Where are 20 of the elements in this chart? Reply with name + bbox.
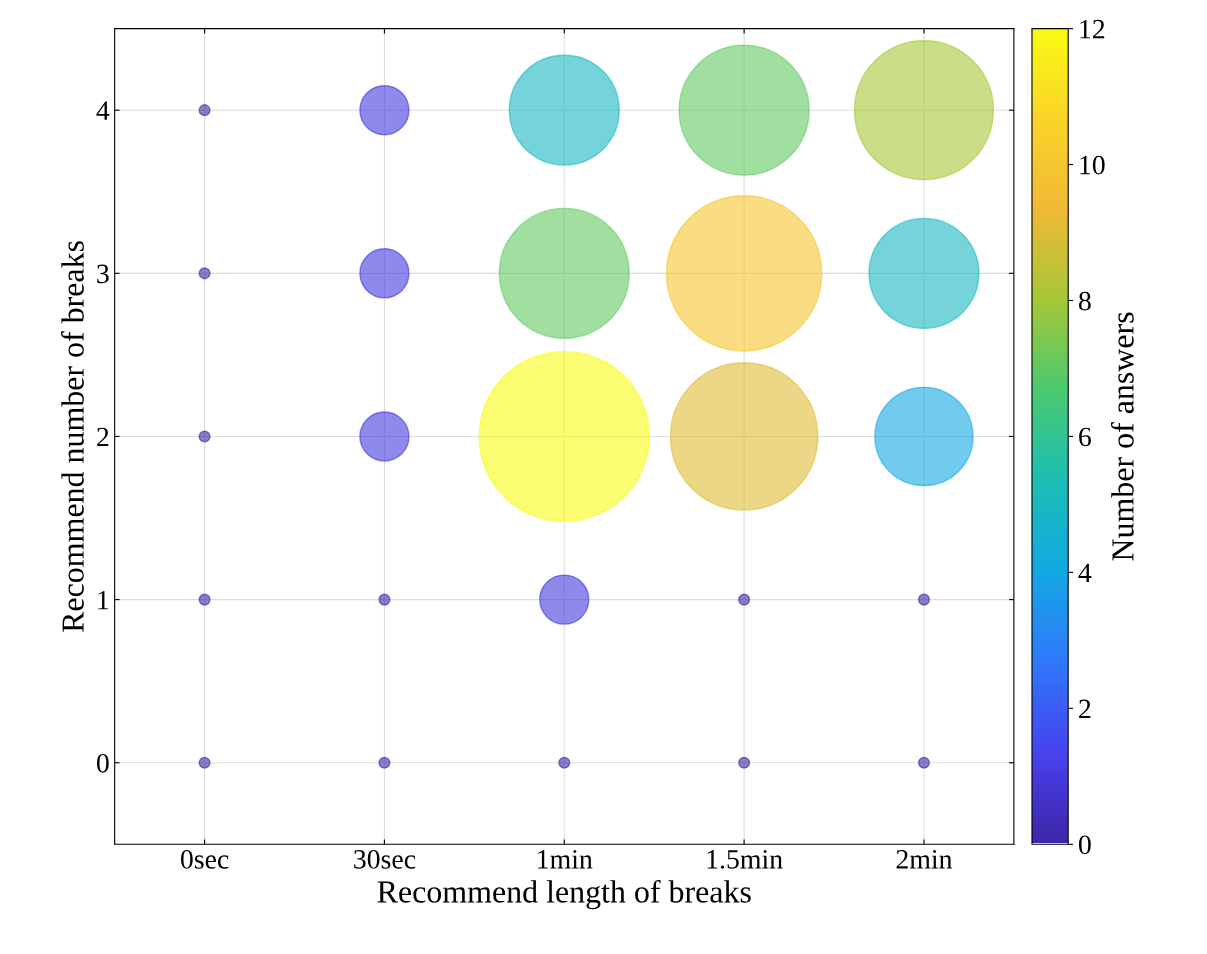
y-tick-label: 1 bbox=[98, 590, 109, 610]
color-bar-label: 6 bbox=[1079, 427, 1091, 447]
color-bar-label: 4 bbox=[1078, 563, 1092, 583]
x-tick-label: 1.5min bbox=[707, 850, 783, 869]
color-bar-label: 12 bbox=[1080, 19, 1105, 39]
y-tick-label: 4 bbox=[96, 101, 110, 120]
x-tick-label: 2min bbox=[896, 850, 953, 869]
color-bar-title: Number of answers bbox=[1110, 312, 1134, 561]
y-axis-title: Recommend number of breaks bbox=[61, 241, 84, 633]
y-tick-label: 3 bbox=[97, 264, 109, 284]
color-bar-label: 10 bbox=[1080, 155, 1105, 175]
x-axis-title: Recommend length of breaks bbox=[377, 879, 751, 910]
color-bar-label: 0 bbox=[1078, 835, 1091, 855]
x-tick-label: 1min bbox=[538, 850, 593, 869]
y-tick-label: 0 bbox=[96, 753, 109, 773]
x-tick-label: 0sec bbox=[180, 849, 229, 869]
color-bar-label: 8 bbox=[1078, 291, 1091, 311]
color-bar-label: 2 bbox=[1079, 699, 1091, 718]
x-tick-label: 30sec bbox=[354, 849, 416, 869]
y-tick-label: 2 bbox=[97, 427, 109, 447]
